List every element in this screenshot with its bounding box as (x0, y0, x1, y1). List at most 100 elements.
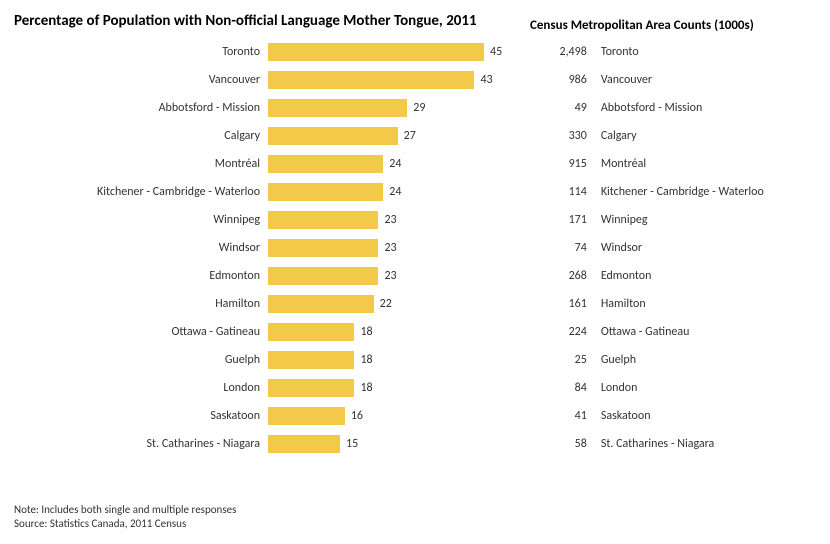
count-value: 2,498 (507, 45, 597, 59)
chart-subtitle: Census Metropolitan Area Counts (1000s) (530, 18, 754, 33)
bar-area: 23 (268, 206, 507, 234)
bar-value: 27 (404, 129, 416, 143)
chart-row: Vancouver43986Vancouver (14, 66, 816, 94)
bar-value: 18 (360, 381, 372, 395)
chart-row: St. Catharines - Niagara1558St. Catharin… (14, 430, 816, 458)
bar-area: 29 (268, 94, 507, 122)
count-city-label: Winnipeg (597, 213, 816, 227)
bar-city-label: Montréal (14, 157, 268, 171)
bar-city-label: Guelph (14, 353, 268, 367)
chart-row: Hamilton22161Hamilton (14, 290, 816, 318)
bar-area: 24 (268, 150, 507, 178)
chart-row: Kitchener - Cambridge - Waterloo24114Kit… (14, 178, 816, 206)
bar-value: 22 (380, 297, 392, 311)
bar-value: 18 (360, 353, 372, 367)
bar-city-label: Hamilton (14, 297, 268, 311)
bar-city-label: Calgary (14, 129, 268, 143)
count-value: 986 (507, 73, 597, 87)
chart-row: Abbotsford - Mission2949Abbotsford - Mis… (14, 94, 816, 122)
bar (268, 211, 378, 229)
bar (268, 323, 354, 341)
count-value: 84 (507, 381, 597, 395)
count-value: 114 (507, 185, 597, 199)
bar-area: 27 (268, 122, 507, 150)
bar (268, 183, 383, 201)
chart-row: Toronto452,498Toronto (14, 38, 816, 66)
bar-area: 18 (268, 374, 507, 402)
count-city-label: Calgary (597, 129, 816, 143)
bar (268, 155, 383, 173)
chart-row: Windsor2374Windsor (14, 234, 816, 262)
bar-value: 18 (360, 325, 372, 339)
bar-value: 23 (384, 269, 396, 283)
count-city-label: Edmonton (597, 269, 816, 283)
count-city-label: Kitchener - Cambridge - Waterloo (597, 185, 816, 199)
count-city-label: Montréal (597, 157, 816, 171)
source: Source: Statistics Canada, 2011 Census (14, 517, 186, 530)
chart-row: Saskatoon1641Saskatoon (14, 402, 816, 430)
bar-city-label: Edmonton (14, 269, 268, 283)
bar-value: 24 (389, 157, 401, 171)
bar-value: 16 (351, 409, 363, 423)
bar (268, 295, 374, 313)
bar-area: 18 (268, 346, 507, 374)
count-value: 49 (507, 101, 597, 115)
count-value: 74 (507, 241, 597, 255)
count-city-label: Abbotsford - Mission (597, 101, 816, 115)
count-value: 58 (507, 437, 597, 451)
count-city-label: Ottawa - Gatineau (597, 325, 816, 339)
count-city-label: St. Catharines - Niagara (597, 437, 816, 451)
chart-row: Guelph1825Guelph (14, 346, 816, 374)
count-value: 915 (507, 157, 597, 171)
count-city-label: Hamilton (597, 297, 816, 311)
bar (268, 435, 340, 453)
bar-city-label: Saskatoon (14, 409, 268, 423)
count-city-label: Windsor (597, 241, 816, 255)
bar-value: 29 (413, 101, 425, 115)
bar-area: 15 (268, 430, 507, 458)
bar-city-label: Abbotsford - Mission (14, 101, 268, 115)
count-value: 330 (507, 129, 597, 143)
bar (268, 239, 378, 257)
bar-city-label: Toronto (14, 45, 268, 59)
bar-city-label: Kitchener - Cambridge - Waterloo (14, 185, 268, 199)
bar-city-label: St. Catharines - Niagara (14, 437, 268, 451)
count-city-label: Vancouver (597, 73, 816, 87)
bar-city-label: Winnipeg (14, 213, 268, 227)
bar-city-label: Windsor (14, 241, 268, 255)
footnote: Note: Includes both single and multiple … (14, 503, 236, 516)
chart-row: London1884London (14, 374, 816, 402)
chart-row: Calgary27330Calgary (14, 122, 816, 150)
bar-area: 22 (268, 290, 507, 318)
bar-area: 16 (268, 402, 507, 430)
bar-value: 24 (389, 185, 401, 199)
bar-value: 15 (346, 437, 358, 451)
chart-row: Ottawa - Gatineau18224Ottawa - Gatineau (14, 318, 816, 346)
chart-container: Percentage of Population with Non-offici… (0, 0, 830, 544)
bar-area: 23 (268, 262, 507, 290)
count-value: 25 (507, 353, 597, 367)
bar-value: 45 (490, 45, 502, 59)
count-value: 41 (507, 409, 597, 423)
count-value: 224 (507, 325, 597, 339)
chart-row: Winnipeg23171Winnipeg (14, 206, 816, 234)
bar-area: 18 (268, 318, 507, 346)
bar-city-label: London (14, 381, 268, 395)
bar (268, 379, 354, 397)
bar (268, 407, 345, 425)
bar-area: 43 (268, 66, 507, 94)
count-city-label: Guelph (597, 353, 816, 367)
bar (268, 71, 474, 89)
chart-rows: Toronto452,498TorontoVancouver43986Vanco… (14, 38, 816, 458)
bar-area: 45 (268, 38, 507, 66)
bar-area: 24 (268, 178, 507, 206)
count-city-label: Saskatoon (597, 409, 816, 423)
bar-value: 43 (480, 73, 492, 87)
count-city-label: Toronto (597, 45, 816, 59)
chart-row: Montréal24915Montréal (14, 150, 816, 178)
bar-value: 23 (384, 213, 396, 227)
count-value: 171 (507, 213, 597, 227)
count-city-label: London (597, 381, 816, 395)
bar (268, 351, 354, 369)
bar-value: 23 (384, 241, 396, 255)
